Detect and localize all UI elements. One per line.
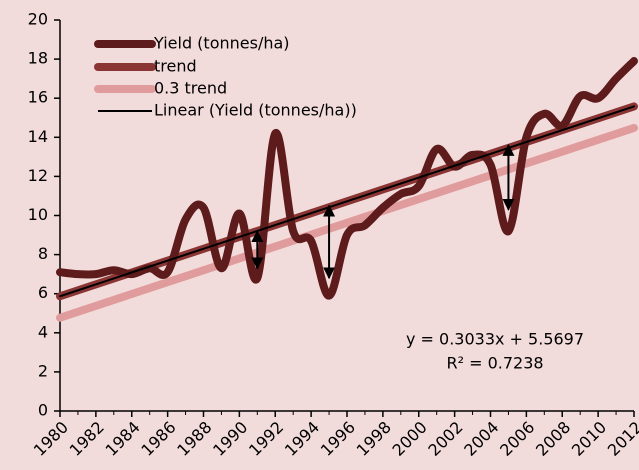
series-line [59,105,635,298]
y-tick-label: 6 [38,283,48,302]
y-tick-label: 4 [38,322,48,341]
series-line [56,123,638,322]
y-tick-label: 20 [28,10,48,29]
y-tick-label: 2 [38,361,48,380]
y-tick-label: 14 [28,127,48,146]
legend-label: Yield (tonnes/ha) [153,34,290,53]
y-tick-label: 12 [28,166,48,185]
y-tick-label: 16 [28,88,48,107]
legend-label: Linear (Yield (tonnes/ha)) [154,101,357,120]
y-tick-label: 18 [28,49,48,68]
y-tick-label: 10 [28,205,48,224]
equation: y = 0.3033x + 5.5697 [406,330,584,349]
y-tick-label: 0 [38,401,48,420]
y-tick-label: 8 [38,244,48,263]
r-squared: R² = 0.7238 [446,354,543,373]
series-line [56,57,638,300]
legend-label: trend [154,57,197,76]
legend-label: 0.3 trend [154,79,227,98]
